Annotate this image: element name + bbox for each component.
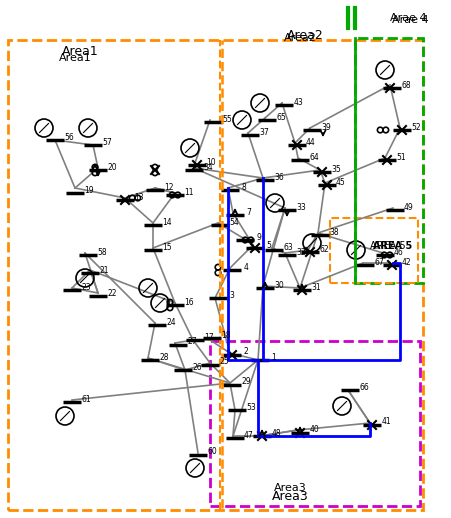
Text: 27: 27 bbox=[187, 338, 197, 347]
Text: 46: 46 bbox=[394, 248, 404, 256]
Text: 39: 39 bbox=[321, 122, 331, 132]
Text: 19: 19 bbox=[84, 185, 94, 194]
Text: 4: 4 bbox=[244, 263, 249, 271]
Text: 53: 53 bbox=[246, 402, 256, 411]
Text: 63: 63 bbox=[283, 242, 293, 252]
Text: 36: 36 bbox=[274, 172, 284, 181]
Text: 66: 66 bbox=[359, 382, 369, 392]
Text: 65: 65 bbox=[276, 112, 286, 122]
Text: 43: 43 bbox=[293, 97, 303, 107]
Text: 68: 68 bbox=[401, 80, 411, 90]
Text: 9: 9 bbox=[257, 233, 262, 241]
Text: 54: 54 bbox=[229, 218, 239, 226]
Text: 7: 7 bbox=[247, 208, 252, 217]
Text: 20: 20 bbox=[107, 163, 117, 171]
Text: 31: 31 bbox=[311, 282, 321, 292]
Text: 67: 67 bbox=[374, 257, 384, 266]
Text: 56: 56 bbox=[64, 133, 74, 141]
Text: Arae 4: Arae 4 bbox=[390, 13, 426, 23]
Text: 30: 30 bbox=[274, 281, 284, 290]
Text: 60: 60 bbox=[207, 448, 217, 456]
Text: 38: 38 bbox=[329, 227, 339, 237]
Text: 8: 8 bbox=[242, 182, 246, 192]
Text: 12: 12 bbox=[164, 182, 174, 192]
Text: 37: 37 bbox=[259, 127, 269, 137]
Text: 52: 52 bbox=[411, 122, 421, 132]
Text: 24: 24 bbox=[166, 318, 176, 326]
Text: AREA 5: AREA 5 bbox=[370, 241, 405, 251]
Text: 35: 35 bbox=[331, 165, 341, 174]
Text: 21: 21 bbox=[99, 266, 109, 275]
Text: Arae 4: Arae 4 bbox=[391, 15, 428, 25]
Text: 10: 10 bbox=[206, 157, 216, 166]
Text: 32: 32 bbox=[296, 248, 306, 256]
Text: 17: 17 bbox=[204, 333, 214, 341]
Text: 62: 62 bbox=[319, 244, 329, 253]
Text: 3: 3 bbox=[230, 291, 235, 299]
Text: 45: 45 bbox=[336, 178, 346, 186]
Text: 18: 18 bbox=[221, 330, 231, 339]
Text: 2: 2 bbox=[244, 348, 249, 356]
Text: 26: 26 bbox=[192, 363, 202, 371]
Text: 13: 13 bbox=[134, 193, 144, 202]
Text: 49: 49 bbox=[404, 203, 414, 211]
Text: 1: 1 bbox=[272, 353, 276, 362]
Text: Area1: Area1 bbox=[62, 45, 98, 57]
Text: 11: 11 bbox=[184, 188, 194, 196]
Text: 42: 42 bbox=[401, 257, 411, 266]
Text: AREA 5: AREA 5 bbox=[373, 241, 412, 251]
Text: 15: 15 bbox=[162, 242, 172, 252]
Text: Area1: Area1 bbox=[59, 53, 92, 63]
Text: 23: 23 bbox=[81, 282, 91, 292]
Text: 51: 51 bbox=[396, 152, 406, 162]
Text: 64: 64 bbox=[309, 152, 319, 162]
Text: 25: 25 bbox=[219, 357, 229, 367]
Text: 14: 14 bbox=[162, 218, 172, 226]
Text: 34: 34 bbox=[203, 163, 213, 171]
Text: 5: 5 bbox=[267, 240, 272, 250]
Text: 44: 44 bbox=[306, 137, 316, 147]
Text: Area2: Area2 bbox=[287, 28, 323, 41]
Text: 47: 47 bbox=[244, 430, 254, 439]
Text: 57: 57 bbox=[102, 137, 112, 147]
Text: Area2: Area2 bbox=[284, 33, 317, 43]
Text: 55: 55 bbox=[222, 114, 232, 123]
Text: 40: 40 bbox=[309, 425, 319, 435]
Text: 58: 58 bbox=[97, 248, 107, 256]
Text: Area3: Area3 bbox=[274, 483, 306, 493]
Text: 61: 61 bbox=[81, 395, 91, 404]
Text: 33: 33 bbox=[296, 203, 306, 211]
Text: 29: 29 bbox=[241, 378, 251, 386]
Text: 41: 41 bbox=[381, 418, 391, 426]
Text: 22: 22 bbox=[107, 289, 117, 297]
Text: Area3: Area3 bbox=[272, 490, 308, 502]
Text: 48: 48 bbox=[271, 428, 281, 438]
Text: 16: 16 bbox=[184, 297, 194, 307]
Text: 28: 28 bbox=[159, 353, 169, 362]
